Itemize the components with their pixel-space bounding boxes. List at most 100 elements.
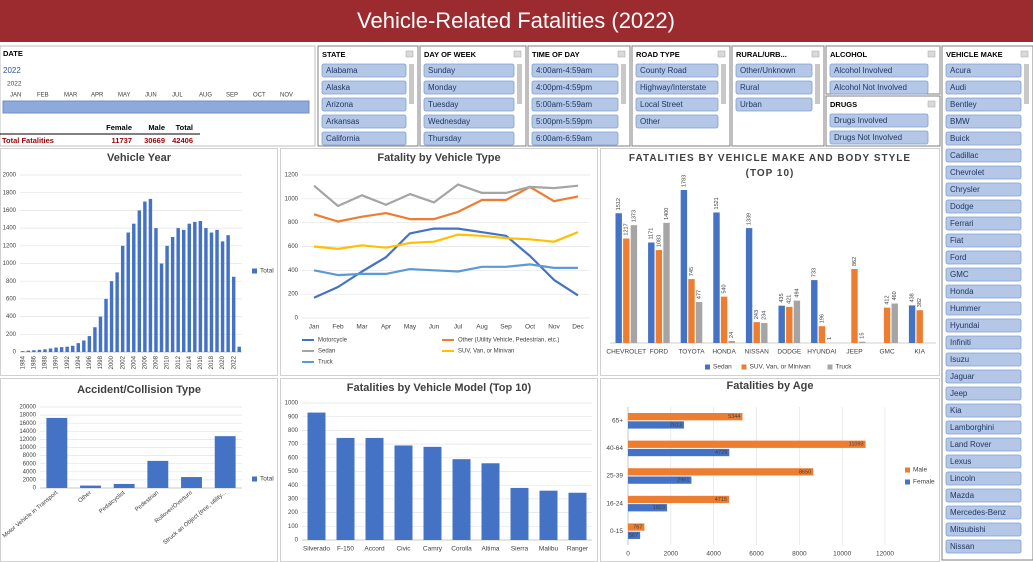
slicer-item[interactable] (829, 80, 929, 95)
slicer-item-label[interactable]: Arkansas (326, 117, 359, 126)
slicer-item[interactable] (321, 114, 407, 129)
slicer-item[interactable] (829, 113, 929, 128)
slicer-item[interactable] (945, 471, 1022, 486)
slicer-item[interactable] (829, 63, 929, 78)
slicer-item-label[interactable]: GMC (950, 270, 969, 279)
slicer-item-label[interactable]: Alcohol Not Involved (834, 83, 907, 92)
slicer-item[interactable] (423, 97, 515, 112)
slicer-item[interactable] (321, 63, 407, 78)
slicer-item[interactable] (945, 352, 1022, 367)
slicer-item-label[interactable]: Acura (950, 66, 971, 75)
slicer-item[interactable] (735, 97, 813, 112)
slicer-item-label[interactable]: Kia (950, 406, 962, 415)
slicer-item[interactable] (321, 131, 407, 146)
slicer-item-label[interactable]: Jaguar (950, 372, 975, 381)
slicer-item-label[interactable]: Mazda (950, 491, 975, 500)
slicer-item[interactable] (635, 63, 719, 78)
slicer-item-label[interactable]: Drugs Not Involved (834, 133, 902, 142)
slicer-item[interactable] (945, 522, 1022, 537)
slicer-item[interactable] (945, 301, 1022, 316)
slicer-item-label[interactable]: BMW (950, 117, 970, 126)
slicer-item-label[interactable]: Ferrari (950, 219, 974, 228)
slicer-item-label[interactable]: Sunday (428, 66, 455, 75)
slicer-item-label[interactable]: Wednesday (428, 117, 470, 126)
slicer-item-label[interactable]: 5:00am-5:59am (536, 100, 592, 109)
slicer-item-label[interactable]: Fiat (950, 236, 964, 245)
slicer-item[interactable] (945, 488, 1022, 503)
slicer-item-label[interactable]: Alaska (326, 83, 351, 92)
slicer-item-label[interactable]: Hummer (950, 304, 981, 313)
slicer-item[interactable] (945, 335, 1022, 350)
slicer-item[interactable] (531, 63, 619, 78)
slicer-item[interactable] (945, 148, 1022, 163)
slicer-item[interactable] (945, 182, 1022, 197)
slicer-item[interactable] (945, 97, 1022, 112)
slicer-item-label[interactable]: Urban (740, 100, 762, 109)
slicer-item-label[interactable]: Infiniti (950, 338, 971, 347)
slicer-item-label[interactable]: Chevrolet (950, 168, 985, 177)
slicer-item[interactable] (945, 233, 1022, 248)
slicer-item[interactable] (423, 80, 515, 95)
slicer-item-label[interactable]: 5:00pm-5:59pm (536, 117, 592, 126)
slicer-item-label[interactable]: Mercedes-Benz (950, 508, 1006, 517)
slicer-item[interactable] (945, 199, 1022, 214)
date-selection[interactable]: 2022 (3, 66, 21, 75)
slicer-item-label[interactable]: Hyundai (950, 321, 980, 330)
slicer-item-label[interactable]: Lamborghini (950, 423, 994, 432)
slicer-item-label[interactable]: Nissan (950, 542, 974, 551)
slicer-item-label[interactable]: Other (640, 117, 660, 126)
slicer-item[interactable] (321, 97, 407, 112)
slicer-item[interactable] (945, 420, 1022, 435)
slicer-item[interactable] (531, 97, 619, 112)
slicer-item[interactable] (945, 165, 1022, 180)
slicer-item[interactable] (945, 216, 1022, 231)
slicer-item[interactable] (945, 369, 1022, 384)
slicer-item[interactable] (735, 80, 813, 95)
slicer-item-label[interactable]: County Road (640, 66, 687, 75)
slicer-item-label[interactable]: Highway/Interstate (640, 83, 707, 92)
slicer-item-label[interactable]: Jeep (950, 389, 968, 398)
slicer-item[interactable] (635, 97, 719, 112)
slicer-item[interactable] (945, 318, 1022, 333)
slicer-item-label[interactable]: Other/Unknown (740, 66, 796, 75)
slicer-item-label[interactable]: Cadillac (950, 151, 978, 160)
slicer-item[interactable] (423, 63, 515, 78)
slicer-item[interactable] (321, 80, 407, 95)
slicer-item-label[interactable]: Isuzu (950, 355, 969, 364)
slicer-item[interactable] (531, 131, 619, 146)
slicer-item-label[interactable]: 4:00am-4:59am (536, 66, 592, 75)
slicer-item-label[interactable]: Arizona (326, 100, 354, 109)
slicer-item-label[interactable]: Alabama (326, 66, 358, 75)
slicer-item-label[interactable]: Land Rover (950, 440, 992, 449)
slicer-item-label[interactable]: Thursday (428, 134, 461, 143)
slicer-item-label[interactable]: Buick (950, 134, 971, 143)
slicer-item[interactable] (635, 114, 719, 129)
slicer-item-label[interactable]: Bentley (950, 100, 977, 109)
slicer-item[interactable] (423, 114, 515, 129)
slicer-item-label[interactable]: 6:00am-6:59am (536, 134, 592, 143)
slicer-item[interactable] (635, 80, 719, 95)
slicer-item[interactable] (945, 505, 1022, 520)
slicer-item[interactable] (945, 386, 1022, 401)
slicer-item[interactable] (945, 250, 1022, 265)
slicer-item-label[interactable]: Ford (950, 253, 966, 262)
slicer-item-label[interactable]: Drugs Involved (834, 116, 887, 125)
slicer-item-label[interactable]: Alcohol Involved (834, 66, 892, 75)
slicer-item-label[interactable]: Rural (740, 83, 759, 92)
slicer-item-label[interactable]: Monday (428, 83, 456, 92)
slicer-item[interactable] (945, 267, 1022, 282)
slicer-item-label[interactable]: Lincoln (950, 474, 975, 483)
slicer-item[interactable] (423, 131, 515, 146)
slicer-item[interactable] (531, 80, 619, 95)
slicer-item[interactable] (945, 403, 1022, 418)
slicer-item-label[interactable]: Local Street (640, 100, 683, 109)
slicer-item[interactable] (829, 130, 929, 145)
slicer-item-label[interactable]: Lexus (950, 457, 971, 466)
slicer-item[interactable] (945, 80, 1022, 95)
slicer-item[interactable] (945, 63, 1022, 78)
slicer-item-label[interactable]: California (326, 134, 360, 143)
slicer-item[interactable] (531, 114, 619, 129)
slicer-item[interactable] (735, 63, 813, 78)
slicer-item[interactable] (945, 114, 1022, 129)
slicer-item[interactable] (945, 539, 1022, 554)
